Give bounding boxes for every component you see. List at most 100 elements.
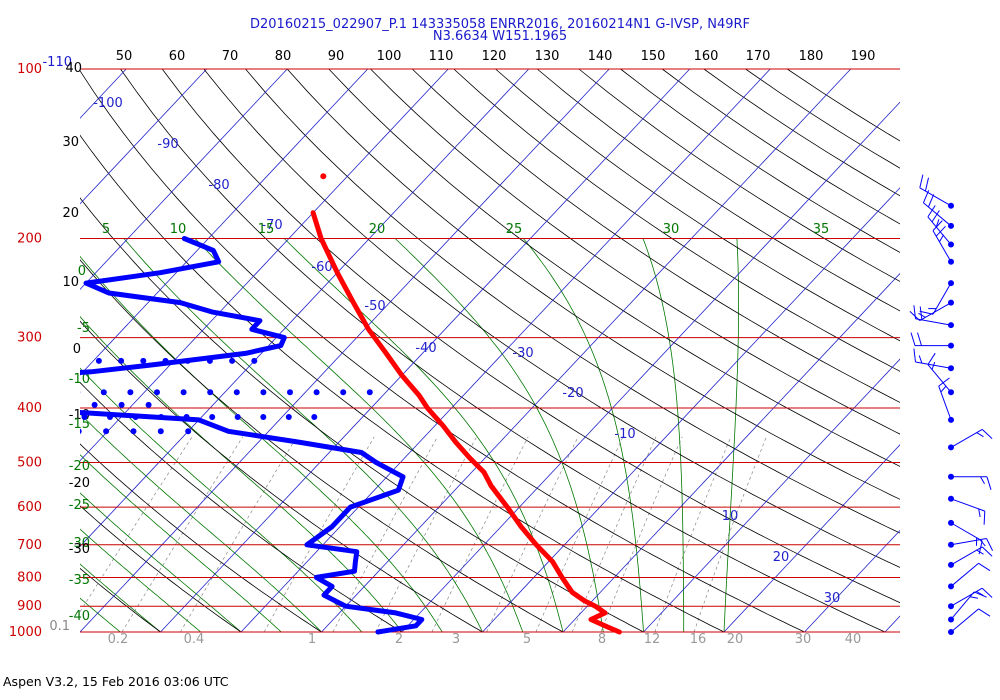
wind-barb-flag: [922, 190, 930, 203]
left-axis-label: -25: [69, 498, 90, 513]
isotherm-line: [240, 68, 771, 633]
dry-adiabat-line: [80, 505, 242, 633]
dewpoint-point: [80, 391, 81, 394]
isotherm-line: [321, 68, 852, 633]
wind-barb-dot: [948, 583, 954, 590]
isobar-label: 100: [17, 62, 42, 77]
wind-barb-dot: [948, 222, 954, 229]
mixing-ratio-label: 3: [452, 632, 460, 647]
wind-barb-shaft: [950, 546, 983, 566]
isotherm-line: [562, 272, 900, 633]
moist-adiabat-line: [283, 238, 564, 633]
dewpoint-point: [206, 357, 213, 364]
mixing-ratio-label: 8: [598, 632, 606, 647]
dewpoint-point: [95, 357, 102, 364]
wind-barb-dot: [948, 299, 954, 306]
wind-barb-dot: [948, 280, 954, 287]
dry-adiabat-line: [411, 68, 900, 403]
wind-barb-shaft: [950, 587, 983, 607]
moist-adiabat-label: 15: [258, 222, 275, 237]
wind-barb-dot: [948, 241, 954, 248]
dewpoint-point: [340, 389, 347, 396]
dry-adiabat-line: [370, 68, 900, 435]
isotherm-label: -30: [512, 346, 533, 361]
dewpoint-point: [118, 401, 125, 408]
isotherm-label: 30: [824, 591, 841, 606]
isotherm-line: [80, 68, 449, 462]
top-axis-label: 80: [275, 49, 292, 64]
isotherm-line: [643, 358, 900, 633]
isotherm-line: [401, 101, 900, 633]
isotherm-label: -70: [261, 218, 282, 233]
moist-adiabat-line: [80, 528, 202, 633]
dewpoint-point: [184, 357, 191, 364]
wind-barb-shaft: [950, 428, 983, 448]
isotherm-label: 20: [773, 550, 790, 565]
moist-adiabat-label: 20: [369, 222, 386, 237]
mixing-ratio-label: 2: [395, 632, 403, 647]
wind-barb-flag: [980, 476, 985, 485]
moist-adiabat-line: [80, 367, 363, 633]
wind-barb-flag: [935, 225, 946, 237]
isotherm-line: [80, 68, 610, 633]
dewpoint-point: [118, 357, 125, 364]
axis-labels: 50 60 70 80 90 100 110 120 130 140 150 160 170 180 190…: [42, 49, 875, 647]
dewpoint-point: [80, 428, 82, 435]
dewpoint-point: [11, 402, 17, 408]
isotherm-line: [482, 187, 900, 633]
isotherm-label: -20: [562, 386, 583, 401]
isotherm-label: 10: [722, 509, 739, 524]
top-axis-label: 60: [169, 49, 186, 64]
wind-barb-dot: [948, 342, 954, 349]
wind-barb-dot: [948, 603, 954, 610]
wind-barb-dot: [948, 416, 954, 423]
isobar-label: 800: [17, 570, 42, 585]
mixing-ratio-line: [654, 436, 732, 633]
wind-barb-flag: [978, 508, 981, 517]
moist-adiabat-line: [80, 563, 161, 633]
isotherms: [80, 68, 900, 633]
left-axis-label: 0: [73, 342, 81, 357]
isobar-label: 1000: [9, 625, 42, 640]
dewpoint-point: [285, 414, 292, 420]
dewpoint-point: [154, 389, 160, 396]
dewpoint-point: [260, 389, 267, 396]
left-axis-label: 0.1: [49, 619, 70, 634]
dewpoint-point: [183, 414, 190, 420]
wind-barb-flag: [938, 377, 950, 387]
dry-adiabat-line: [80, 70, 805, 633]
dewpoint-profile: [11, 236, 425, 635]
isotherm-label: -50: [364, 299, 385, 314]
dewpoint-point: [140, 357, 147, 364]
isotherm-line: [80, 68, 369, 376]
left-axis-label: -30: [69, 536, 90, 551]
wind-barb-dot: [948, 389, 954, 396]
moist-adiabat-label: 35: [813, 222, 830, 237]
dewpoint-point: [65, 402, 71, 408]
dewpoint-point: [130, 428, 137, 435]
wind-barb-flag: [981, 546, 993, 557]
wind-barb-flag: [927, 194, 935, 208]
isobar-label: 300: [17, 331, 42, 346]
wind-barb-flag: [939, 234, 944, 243]
mixing-ratio-label: 20: [727, 632, 744, 647]
wind-barb-dot: [948, 258, 954, 265]
dewpoint-point: [287, 389, 293, 396]
wind-barb-flag: [935, 219, 940, 228]
left-axis-label: -35: [69, 573, 90, 588]
dry-adiabat-line: [80, 443, 322, 633]
dewpoint-point: [100, 389, 107, 396]
moist-adiabat-label: 5: [102, 222, 110, 237]
wind-barbs: [909, 174, 994, 635]
dewpoint-point: [48, 389, 54, 395]
sounding-title-line1: D20160215_022907_P.1 143335058 ENRR2016,…: [250, 17, 750, 32]
isobar-label: 600: [17, 500, 42, 515]
mixing-ratio-label: 30: [795, 632, 812, 647]
dry-adiabat-line: [80, 320, 483, 633]
dewpoint-point: [207, 389, 214, 396]
mixing-ratio-line: [375, 436, 477, 633]
left-axis-label: 10: [62, 275, 79, 290]
moist-adiabat-label: 30: [663, 222, 680, 237]
left-axis-label: -20: [69, 459, 90, 474]
